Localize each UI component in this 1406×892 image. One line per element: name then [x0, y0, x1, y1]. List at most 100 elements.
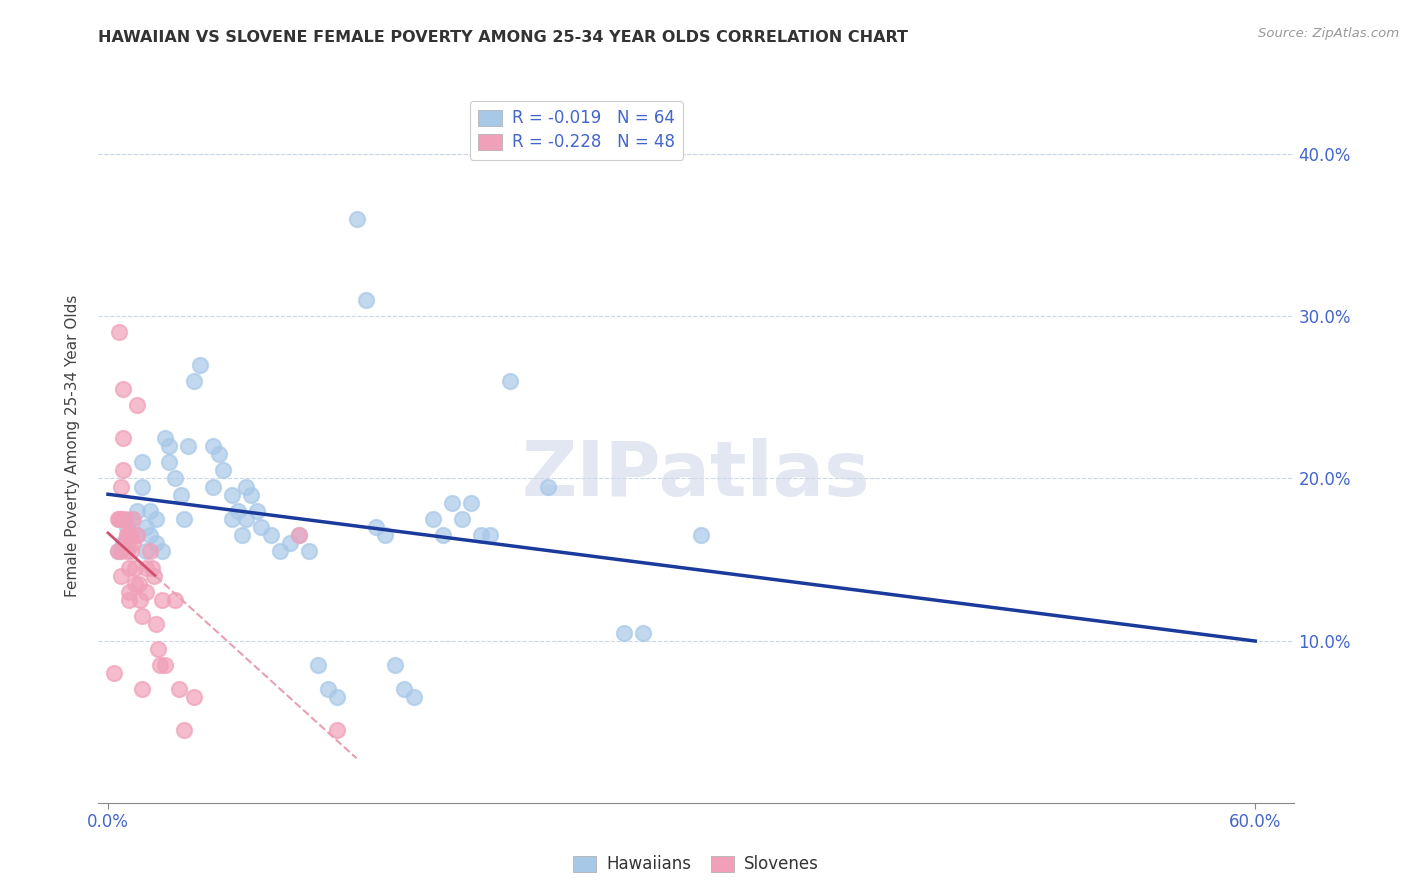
Point: [110, 568, 132, 582]
Point: [470, 528, 492, 542]
Point: [141, 560, 163, 574]
Point: [298, 544, 321, 558]
Point: [150, 593, 173, 607]
Point: [112, 536, 135, 550]
Point: [124, 577, 146, 591]
Point: [278, 536, 301, 550]
Point: [139, 528, 162, 542]
Point: [129, 593, 152, 607]
Point: [479, 528, 502, 542]
Point: [364, 520, 387, 534]
Point: [145, 512, 167, 526]
Point: [118, 585, 141, 599]
Point: [135, 544, 157, 558]
Point: [422, 512, 444, 526]
Point: [139, 504, 162, 518]
Point: [689, 528, 711, 542]
Point: [221, 512, 243, 526]
Point: [118, 593, 141, 607]
Point: [135, 520, 157, 534]
Legend: Hawaiians, Slovenes: Hawaiians, Slovenes: [567, 849, 825, 880]
Point: [163, 593, 186, 607]
Point: [441, 496, 464, 510]
Point: [432, 528, 454, 542]
Point: [114, 512, 136, 526]
Point: [120, 528, 142, 542]
Point: [384, 657, 406, 672]
Point: [450, 512, 472, 526]
Point: [110, 544, 132, 558]
Point: [460, 496, 482, 510]
Point: [157, 455, 180, 469]
Point: [188, 358, 211, 372]
Point: [202, 439, 225, 453]
Point: [125, 528, 148, 542]
Point: [374, 528, 396, 542]
Point: [155, 657, 177, 672]
Point: [163, 471, 186, 485]
Point: [208, 447, 231, 461]
Point: [114, 536, 136, 550]
Point: [183, 374, 205, 388]
Point: [125, 504, 148, 518]
Point: [145, 536, 167, 550]
Point: [107, 544, 129, 558]
Point: [250, 520, 273, 534]
Point: [121, 536, 143, 550]
Point: [613, 625, 636, 640]
Point: [142, 568, 165, 582]
Point: [173, 723, 195, 737]
Point: [326, 690, 349, 705]
Point: [202, 479, 225, 493]
Point: [177, 439, 200, 453]
Point: [108, 326, 131, 340]
Point: [115, 528, 138, 542]
Point: [288, 528, 311, 542]
Point: [259, 528, 281, 542]
Point: [128, 577, 150, 591]
Point: [183, 690, 205, 705]
Point: [240, 488, 263, 502]
Point: [112, 431, 135, 445]
Point: [115, 528, 138, 542]
Point: [246, 504, 269, 518]
Point: [150, 544, 173, 558]
Point: [145, 617, 167, 632]
Point: [354, 293, 377, 307]
Point: [108, 512, 131, 526]
Point: [537, 479, 560, 493]
Point: [157, 439, 180, 453]
Point: [307, 657, 329, 672]
Point: [402, 690, 425, 705]
Point: [173, 512, 195, 526]
Point: [633, 625, 655, 640]
Point: [120, 544, 142, 558]
Point: [131, 479, 153, 493]
Point: [269, 544, 291, 558]
Point: [103, 666, 125, 681]
Point: [155, 431, 177, 445]
Point: [125, 399, 148, 413]
Point: [135, 560, 157, 574]
Point: [394, 682, 416, 697]
Point: [115, 544, 138, 558]
Point: [149, 657, 172, 672]
Point: [131, 455, 153, 469]
Point: [115, 520, 138, 534]
Point: [107, 544, 129, 558]
Point: [124, 560, 146, 574]
Point: [110, 479, 132, 493]
Point: [211, 463, 233, 477]
Point: [346, 211, 368, 226]
Point: [221, 488, 243, 502]
Text: ZIPatlas: ZIPatlas: [522, 438, 870, 511]
Point: [326, 723, 349, 737]
Point: [288, 528, 311, 542]
Point: [135, 585, 157, 599]
Text: Source: ZipAtlas.com: Source: ZipAtlas.com: [1258, 27, 1399, 40]
Point: [146, 641, 169, 656]
Point: [120, 512, 142, 526]
Point: [112, 382, 135, 396]
Point: [231, 528, 253, 542]
Point: [226, 504, 249, 518]
